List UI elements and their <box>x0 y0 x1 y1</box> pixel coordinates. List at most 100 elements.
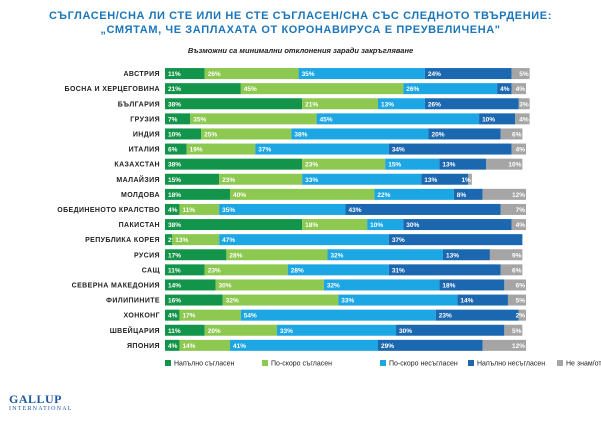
bar-segment <box>165 264 205 276</box>
data-label: 11% <box>168 267 181 274</box>
data-label: 11% <box>182 207 195 214</box>
data-label: 7% <box>168 116 178 123</box>
data-label: 21% <box>305 101 318 108</box>
data-label: 10% <box>482 116 495 123</box>
bar-segment <box>226 249 328 261</box>
bar-segment <box>165 203 180 215</box>
bar-segment <box>165 128 202 140</box>
data-label: 12% <box>512 343 525 350</box>
bar-segment <box>435 309 519 321</box>
bar-segment <box>165 188 230 200</box>
bar-segment <box>165 294 223 306</box>
data-label: 32% <box>327 282 340 289</box>
bar-segment <box>500 264 523 276</box>
data-label: 6% <box>168 147 178 154</box>
data-label: 16% <box>168 298 181 305</box>
bar-segment <box>345 203 501 215</box>
bar-segment <box>518 309 526 321</box>
data-label: 28% <box>229 252 242 259</box>
rounding-note: Възможни са минимални отклонения заради … <box>187 46 414 55</box>
bar-segment <box>323 279 440 291</box>
bar-segment <box>165 143 187 155</box>
data-label: 15% <box>388 162 401 169</box>
bar-segment <box>287 264 389 276</box>
data-label: 35% <box>193 116 206 123</box>
legend-label: Напълно несъгласен <box>477 361 545 368</box>
legend-label: По-скоро несъгласен <box>389 361 458 368</box>
data-label: 18% <box>442 282 455 289</box>
category-label: КАЗАХСТАН <box>114 162 160 169</box>
data-label: 1% <box>461 177 471 184</box>
data-label: 9% <box>512 252 522 259</box>
category-label: МОЛДОВА <box>121 192 160 199</box>
data-label: 10% <box>370 222 383 229</box>
data-label: 33% <box>280 328 293 335</box>
bar-segment <box>229 188 375 200</box>
legend-label: По-скоро съгласен <box>271 361 332 368</box>
data-label: 23% <box>305 162 318 169</box>
data-label: 45% <box>244 86 257 93</box>
bar-segment <box>468 173 472 185</box>
bar-segment <box>165 158 303 170</box>
data-label: 26% <box>406 86 419 93</box>
bar-segment <box>439 279 505 291</box>
bar-segment <box>388 234 523 246</box>
bar-segment <box>439 158 487 170</box>
legend-swatch <box>468 360 474 366</box>
bar-segment <box>165 339 180 351</box>
bar-segment <box>255 143 389 155</box>
data-label: 14% <box>182 343 195 350</box>
bar-segment <box>219 173 303 185</box>
chart-title: СЪГЛАСЕН/СНА ЛИ СТЕ ИЛИ НЕ СТЕ СЪГЛАСЕН/… <box>0 9 601 37</box>
data-label: 13% <box>175 237 188 244</box>
data-label: 30% <box>399 328 412 335</box>
legend-swatch <box>557 360 563 366</box>
data-label: 6% <box>512 131 522 138</box>
bar-segment <box>504 324 523 336</box>
data-label: 5% <box>516 298 526 305</box>
category-label: ОБЕДИНЕНОТО КРАЛСТВО <box>57 207 160 214</box>
bar-segment <box>165 83 241 95</box>
data-label: 30% <box>406 222 419 229</box>
data-label: 5% <box>519 71 529 78</box>
data-label: 41% <box>233 343 246 350</box>
title-line-1: СЪГЛАСЕН/СНА ЛИ СТЕ ИЛИ НЕ СТЕ СЪГЛАСЕН/… <box>49 10 552 22</box>
bar-segment <box>165 234 173 246</box>
bar-segment <box>222 294 339 306</box>
bar-segment <box>377 339 483 351</box>
bar-segment <box>165 68 205 80</box>
bar-segment <box>457 294 508 306</box>
data-label: 4% <box>168 313 178 320</box>
bar-segment <box>453 188 483 200</box>
legend-swatch <box>165 360 171 366</box>
bar-segment <box>240 83 404 95</box>
bar-segment <box>179 339 230 351</box>
bar-segment <box>165 279 216 291</box>
data-label: 14% <box>168 282 181 289</box>
bar-segment <box>486 158 523 170</box>
bar-segment <box>240 309 436 321</box>
bar-segment <box>388 264 501 276</box>
data-label: 4% <box>500 86 510 93</box>
bar-segment <box>165 309 180 321</box>
data-label: 35% <box>302 71 315 78</box>
bar-segment <box>219 203 346 215</box>
bar-segment <box>165 219 303 231</box>
bar-segment <box>186 143 256 155</box>
data-label: 25% <box>204 131 217 138</box>
bar-segment <box>316 113 480 125</box>
data-label: 26% <box>208 71 221 78</box>
bar-segment <box>229 339 378 351</box>
bar-segment <box>403 83 498 95</box>
data-label: 33% <box>305 177 318 184</box>
category-label: ФИЛИПИНИТЕ <box>106 298 160 305</box>
data-label: 26% <box>428 101 441 108</box>
logo-line-1: GALLUP <box>9 392 63 406</box>
data-label: 30% <box>219 282 232 289</box>
legend-label: Не знам/отказ <box>566 361 601 368</box>
data-label: 35% <box>222 207 235 214</box>
bar-segment <box>396 324 505 336</box>
category-label: ПАКИСТАН <box>119 222 160 229</box>
bar-segment <box>302 219 368 231</box>
bar-segment <box>172 234 220 246</box>
